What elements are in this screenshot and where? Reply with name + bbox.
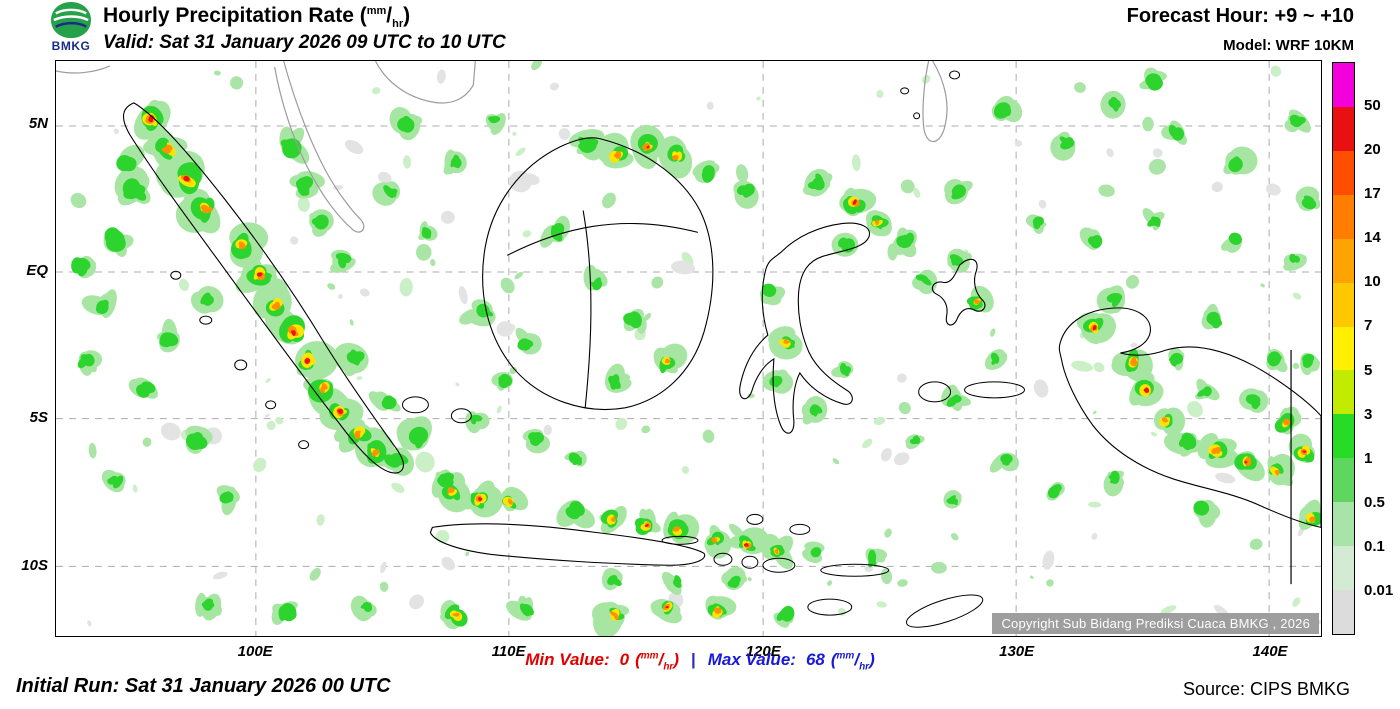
lon-label: 140E [1252,643,1288,660]
color-scale-segment [1333,238,1354,283]
color-scale-segment [1333,502,1354,547]
lat-label: EQ [26,261,48,279]
color-scale-value: 50 [1364,97,1381,115]
lon-label: 120E [745,643,781,660]
color-scale-segment [1333,458,1354,503]
lon-label: 110E [491,643,526,660]
color-scale-segment [1333,370,1354,415]
color-scale-value: 14 [1364,229,1381,247]
lat-label: 5N [28,115,48,133]
color-scale-value: 7 [1364,317,1373,335]
minmax-line: Min Value: 0 (mm/hr) | Max Value: 68 (mm/hr) [0,650,1400,672]
max-value: Max Value: 68 (mm/hr) [707,650,875,673]
unit-label: (mm/hr) [353,4,411,31]
color-scale-segment [1333,546,1354,591]
color-scale-value: 3 [1364,405,1373,423]
page-title-text: Hourly Precipitation Rate [103,4,354,27]
map-canvas: Copyright Sub Bidang Prediksi Cuaca BMKG… [55,60,1322,637]
valid-time-label: Valid: Sat 31 January 2026 09 UTC to 10 … [103,32,506,53]
color-scale-segment [1333,63,1354,107]
color-scale-value: 0.5 [1364,493,1385,511]
lon-label: 100E [237,643,273,660]
copyright-watermark: Copyright Sub Bidang Prediksi Cuaca BMKG… [992,613,1319,634]
bmkg-logo-label: BMKG [51,39,91,53]
color-scale-value: 20 [1364,141,1381,159]
min-value: Min Value: 0 (mm/hr) [525,650,679,673]
color-scale-value: 5 [1364,361,1373,379]
initial-run-label: Initial Run: Sat 31 January 2026 00 UTC [16,675,391,697]
model-label: Model: WRF 10KM [1223,37,1354,54]
color-scale-bar [1332,62,1355,635]
bmkg-logo: BMKG [44,1,98,53]
precipitation-map-svg [56,61,1321,636]
color-scale-segment [1333,590,1354,634]
lon-label: 130E [999,643,1035,660]
color-scale-segment [1333,326,1354,371]
color-scale-value: 0.01 [1364,581,1394,599]
lat-label: 10S [21,557,48,575]
minmax-separator: | [690,650,696,669]
color-scale-segment [1333,282,1354,327]
forecast-hour-label: Forecast Hour: +9 ~ +10 [1126,5,1354,27]
color-scale-segment [1333,106,1354,151]
color-scale-segment [1333,150,1354,195]
source-label: Source: CIPS BMKG [1182,679,1350,699]
page-title: Hourly Precipitation Rate (mm/hr) [103,4,410,30]
bmkg-logo-icon [51,1,91,39]
color-scale-segment [1333,194,1354,239]
lat-label: 5S [29,408,48,426]
color-scale-value: 1 [1364,449,1373,467]
color-scale-value: 10 [1364,273,1381,291]
color-scale-value: 0.1 [1364,537,1385,555]
color-scale-segment [1333,414,1354,459]
color-scale-value: 17 [1364,185,1381,203]
